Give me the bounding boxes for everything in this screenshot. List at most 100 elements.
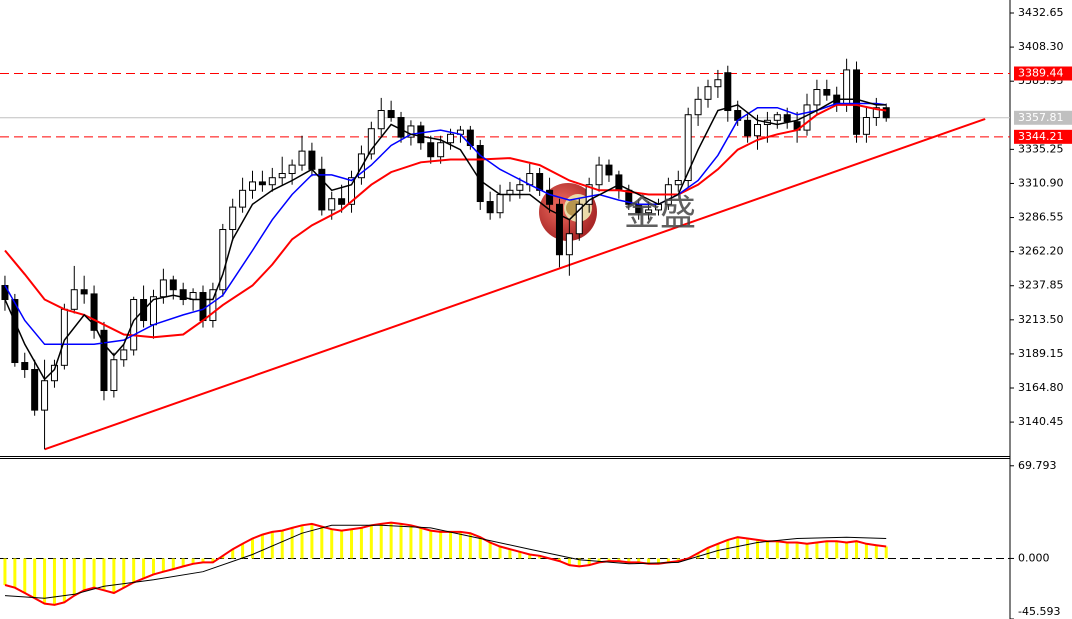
y-tick-label: 3213.50 [1018,313,1064,326]
y-tick-label: 3335.25 [1018,142,1064,155]
candle-body [1,285,9,301]
candle-body [823,89,831,96]
y-tick-label: 3189.15 [1018,347,1064,360]
histogram-bar [468,533,472,559]
histogram-bar [874,545,878,559]
histogram-bar [389,522,393,559]
candle-body [90,293,98,331]
candle-body [694,98,702,116]
y-tick-label: 3237.85 [1018,279,1064,292]
histogram-bar [627,558,631,563]
histogram-bar [637,558,641,563]
histogram-bar [746,538,750,559]
candle-body [80,289,88,295]
histogram-bar [23,558,27,593]
candle-body [70,289,78,310]
y-tick-label: 3262.20 [1018,245,1064,258]
candle-body [773,114,781,121]
candle-body [754,124,761,137]
candle-body [595,164,603,186]
histogram-bar [72,558,76,596]
histogram-bar [538,555,542,559]
histogram-bar [260,534,264,559]
candle-body [724,72,732,112]
histogram-bar [825,541,829,559]
histogram-bar [756,539,759,559]
histogram-bar [280,530,284,559]
histogram-bar [270,531,274,559]
candle-body [783,114,791,123]
histogram-bar [241,543,245,559]
histogram-line [4,521,887,606]
candle-body [803,104,811,131]
histogram-bar [82,558,86,591]
candle-body [229,206,237,231]
histogram-bar [855,541,859,559]
candle-body [328,198,336,211]
candle-body [367,128,375,155]
histogram-bar [726,539,730,559]
candle-body [645,209,653,214]
histogram-bar [142,558,146,579]
histogram-bar [43,558,47,604]
candle-body [684,114,692,182]
histogram-bar [191,558,195,564]
candle-body [674,180,682,186]
candle-body [872,107,880,119]
candle-body [377,110,385,130]
candle-body [575,203,583,235]
candle-body [219,229,227,291]
candle-body [407,125,415,138]
histogram-bar [805,543,809,559]
candle-body [555,203,563,256]
candle-body [318,168,326,211]
y-tick-label: 3140.45 [1018,415,1064,428]
histogram-bar [607,558,611,562]
histogram-bar [300,525,304,559]
y-tick-label: 3310.90 [1018,176,1064,189]
histogram-bar [449,531,453,559]
y-tick-label: 0.000 [1018,551,1050,564]
moving-average [4,98,887,381]
histogram-bar [340,530,344,559]
histogram-bar [528,554,532,559]
histogram-bar [656,558,660,564]
candle-body [447,133,455,144]
histogram-bar [92,558,96,588]
candle-body [862,117,870,135]
histogram-bar [221,555,225,559]
histogram-bar [379,523,383,559]
histogram-bar [864,543,868,559]
candle-body [744,119,752,137]
histogram-bar [320,526,324,559]
y-tick-label: 3164.80 [1018,381,1064,394]
moving-average [4,102,887,346]
y-tick-label: 3408.30 [1018,40,1064,53]
histogram-bar [488,542,492,559]
histogram-bar [112,558,116,593]
candle-body [437,142,445,158]
price-label: 3357.81 [1018,111,1064,124]
histogram-bar [647,558,651,564]
histogram-bar [736,537,740,559]
histogram-bar [716,543,720,559]
candle-body [278,173,286,179]
candle-body [169,279,177,291]
histogram-bar [290,527,294,559]
y-tick-label: 3286.55 [1018,211,1064,224]
histogram-bar [369,525,373,559]
histogram-bar [62,558,66,603]
candle-body [288,164,296,175]
histogram-bar [122,558,126,588]
y-tick-label: 3432.65 [1018,6,1064,19]
candle-body [249,181,256,191]
candle-body [120,349,128,361]
histogram-bar [201,558,205,563]
candle-body [239,189,247,208]
price-label-bg [1014,110,1072,125]
candle-body [159,279,167,298]
histogram-bar [835,541,839,559]
candle-body [21,362,29,371]
